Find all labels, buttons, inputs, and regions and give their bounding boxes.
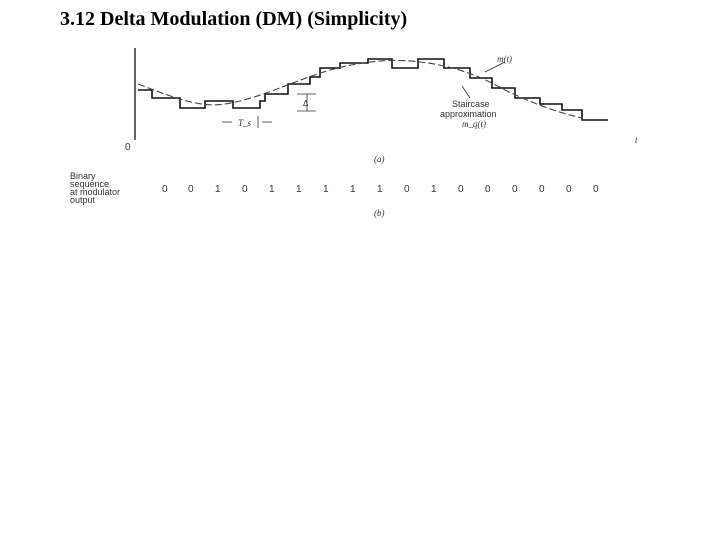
bit: 1: [269, 184, 275, 195]
bit: 0: [485, 184, 491, 195]
staircase-label-leader: [461, 85, 471, 99]
signal-curve: [137, 59, 583, 119]
signal-label: m(t): [497, 54, 512, 64]
row-label-line1: Binary: [70, 171, 96, 181]
caption-b: (b): [374, 208, 385, 218]
staircase-label-line2: approximation: [440, 109, 497, 119]
bit: 0: [593, 184, 599, 195]
sample-interval-marker: T_s: [222, 116, 272, 128]
row-label-line4: output: [70, 195, 96, 205]
bit: 0: [458, 184, 464, 195]
bit: 1: [350, 184, 356, 195]
staircase-approximation: [138, 58, 608, 121]
slide-title: 3.12 Delta Modulation (DM) (Simplicity): [60, 8, 408, 30]
bit: 0: [162, 184, 168, 195]
ts-label: T_s: [238, 118, 252, 128]
bit: 1: [296, 184, 302, 195]
bit-sequence: 0 0 1 0 1 1 1 1 1 0 1 0 0 0 0 0 0: [162, 184, 599, 195]
bit: 0: [539, 184, 545, 195]
bit: 1: [377, 184, 383, 195]
bit: 0: [512, 184, 518, 195]
row-label-line3: at modulator: [70, 187, 120, 197]
time-axis-label: t: [635, 135, 638, 145]
step-size-marker: Δ: [297, 93, 316, 112]
binary-sequence-row: Binary sequence at modulator output 0 0 …: [70, 171, 599, 218]
caption-a: (a): [374, 154, 385, 164]
row-label-line2: sequence: [70, 179, 109, 189]
staircase-label-line3: m_q(t): [462, 119, 486, 129]
delta-label: Δ: [303, 99, 309, 108]
bit: 0: [566, 184, 572, 195]
waveform-plot: 0 t m(t) Staircase approximation m_q(t) …: [125, 48, 638, 164]
bit: 1: [323, 184, 329, 195]
bit: 1: [215, 184, 221, 195]
signal-label-leader: [484, 61, 506, 73]
bit: 0: [188, 184, 194, 195]
staircase-label-line1: Staircase: [452, 99, 490, 109]
bit: 1: [431, 184, 437, 195]
bit: 0: [404, 184, 410, 195]
bit: 0: [242, 184, 248, 195]
origin-label: 0: [125, 142, 131, 153]
